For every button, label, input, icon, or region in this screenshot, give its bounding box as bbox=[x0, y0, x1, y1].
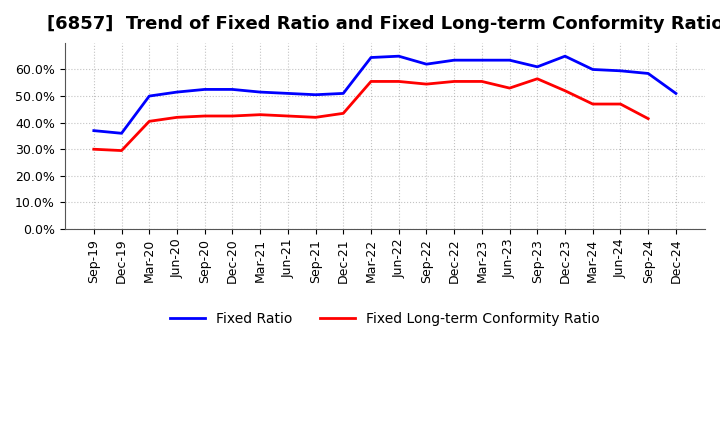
Fixed Ratio bbox=[284, 91, 292, 96]
Fixed Ratio bbox=[117, 131, 126, 136]
Fixed Long-term Conformity Ratio bbox=[644, 116, 652, 121]
Fixed Ratio bbox=[173, 89, 181, 95]
Fixed Ratio bbox=[89, 128, 98, 133]
Line: Fixed Long-term Conformity Ratio: Fixed Long-term Conformity Ratio bbox=[94, 79, 648, 150]
Fixed Ratio bbox=[311, 92, 320, 97]
Fixed Ratio bbox=[561, 54, 570, 59]
Fixed Ratio bbox=[477, 58, 486, 63]
Fixed Ratio bbox=[339, 91, 348, 96]
Fixed Ratio bbox=[145, 93, 153, 99]
Fixed Long-term Conformity Ratio bbox=[477, 79, 486, 84]
Fixed Ratio bbox=[616, 68, 625, 73]
Fixed Long-term Conformity Ratio bbox=[561, 88, 570, 93]
Fixed Long-term Conformity Ratio bbox=[533, 76, 541, 81]
Fixed Ratio bbox=[422, 62, 431, 67]
Fixed Long-term Conformity Ratio bbox=[366, 79, 375, 84]
Fixed Ratio bbox=[505, 58, 514, 63]
Fixed Long-term Conformity Ratio bbox=[395, 79, 403, 84]
Fixed Long-term Conformity Ratio bbox=[284, 114, 292, 119]
Fixed Long-term Conformity Ratio bbox=[616, 101, 625, 106]
Fixed Ratio bbox=[256, 89, 264, 95]
Line: Fixed Ratio: Fixed Ratio bbox=[94, 56, 676, 133]
Fixed Ratio bbox=[533, 64, 541, 70]
Fixed Long-term Conformity Ratio bbox=[145, 119, 153, 124]
Fixed Long-term Conformity Ratio bbox=[89, 147, 98, 152]
Fixed Long-term Conformity Ratio bbox=[117, 148, 126, 153]
Fixed Long-term Conformity Ratio bbox=[256, 112, 264, 117]
Fixed Long-term Conformity Ratio bbox=[339, 111, 348, 116]
Fixed Long-term Conformity Ratio bbox=[311, 115, 320, 120]
Fixed Long-term Conformity Ratio bbox=[588, 101, 597, 106]
Fixed Ratio bbox=[395, 54, 403, 59]
Fixed Ratio bbox=[228, 87, 237, 92]
Fixed Ratio bbox=[588, 67, 597, 72]
Fixed Ratio bbox=[450, 58, 459, 63]
Fixed Long-term Conformity Ratio bbox=[422, 81, 431, 87]
Fixed Long-term Conformity Ratio bbox=[200, 114, 209, 119]
Fixed Ratio bbox=[672, 91, 680, 96]
Fixed Long-term Conformity Ratio bbox=[173, 115, 181, 120]
Fixed Ratio bbox=[200, 87, 209, 92]
Fixed Long-term Conformity Ratio bbox=[450, 79, 459, 84]
Fixed Long-term Conformity Ratio bbox=[505, 85, 514, 91]
Legend: Fixed Ratio, Fixed Long-term Conformity Ratio: Fixed Ratio, Fixed Long-term Conformity … bbox=[165, 307, 606, 332]
Title: [6857]  Trend of Fixed Ratio and Fixed Long-term Conformity Ratio: [6857] Trend of Fixed Ratio and Fixed Lo… bbox=[47, 15, 720, 33]
Fixed Ratio bbox=[366, 55, 375, 60]
Fixed Long-term Conformity Ratio bbox=[228, 114, 237, 119]
Fixed Ratio bbox=[644, 71, 652, 76]
